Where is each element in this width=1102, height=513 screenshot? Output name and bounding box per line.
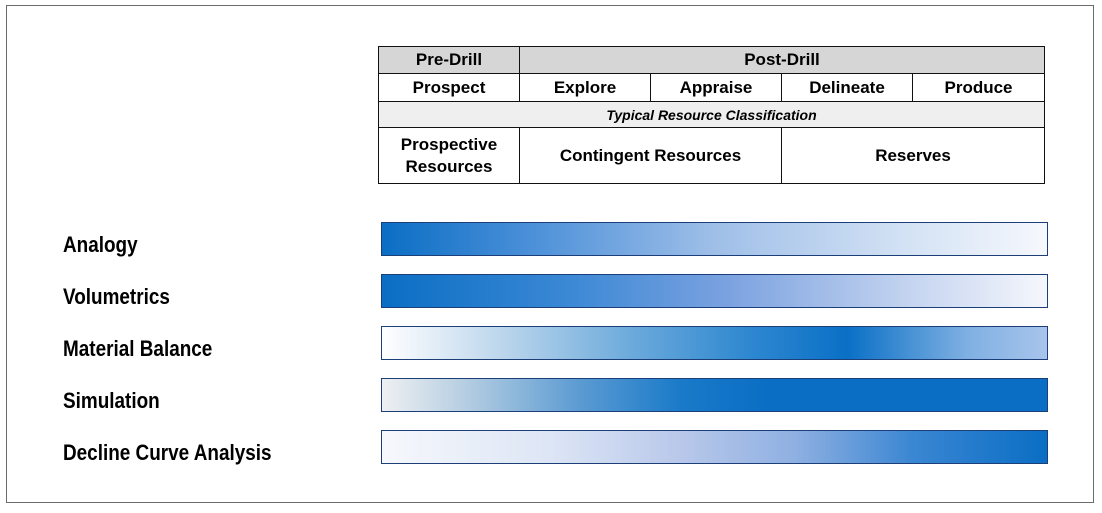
method-label-analogy: Analogy [63,232,138,257]
method-label-simulation: Simulation [63,388,160,413]
applicability-bar-decline-curve-analysis [381,430,1048,464]
applicability-bar-simulation [381,378,1048,412]
method-label-decline-curve-analysis: Decline Curve Analysis [63,440,272,465]
class-prospective-resources: Prospective Resources [378,127,520,184]
post-drill-header: Post-Drill [519,46,1045,74]
stage-explore: Explore [519,73,651,102]
classification-title-row: Typical Resource Classification [378,101,1045,128]
phase-classification-table: Pre-Drill Post-Drill Prospect Explore Ap… [378,46,1045,184]
classification-title: Typical Resource Classification [378,101,1045,128]
applicability-bar-volumetrics [381,274,1048,308]
stage-produce: Produce [912,73,1045,102]
stage-appraise: Appraise [650,73,782,102]
stage-prospect: Prospect [378,73,520,102]
class-reserves: Reserves [781,127,1045,184]
prospective-line-1: Prospective [400,134,498,154]
pre-drill-header: Pre-Drill [378,46,520,74]
prospective-line-2: Resources [405,156,493,176]
phase-row: Pre-Drill Post-Drill [378,46,1045,74]
method-label-material-balance: Material Balance [63,336,213,361]
stage-delineate: Delineate [781,73,913,102]
resource-class-row: Prospective Resources Contingent Resourc… [378,127,1045,184]
applicability-bar-analogy [381,222,1048,256]
class-contingent-resources: Contingent Resources [519,127,782,184]
applicability-bar-material-balance [381,326,1048,360]
stage-row: Prospect Explore Appraise Delineate Prod… [378,73,1045,102]
method-label-volumetrics: Volumetrics [63,284,170,309]
